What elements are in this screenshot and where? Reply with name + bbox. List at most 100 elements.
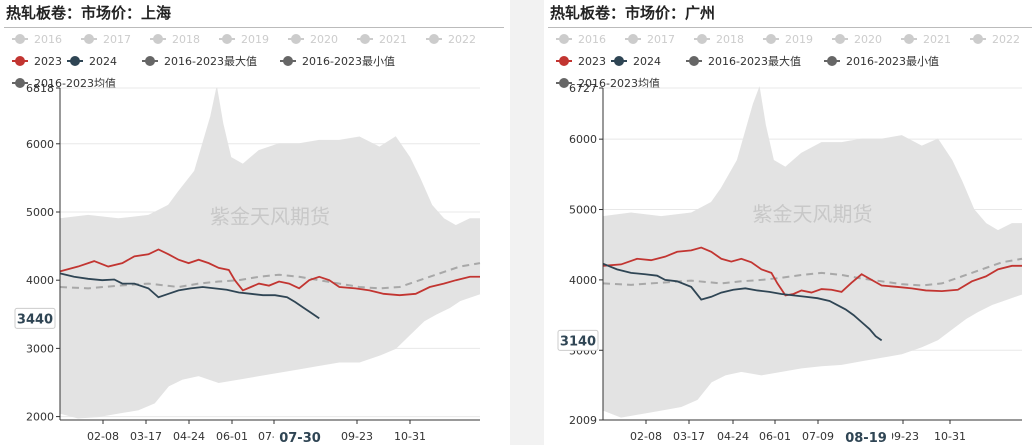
chart-title: 热轧板卷：市场价：广州 [550, 4, 716, 22]
legend-marker [291, 34, 301, 44]
legend-item-2023[interactable]: 2023 [556, 55, 606, 68]
legend-item-2020[interactable]: 2020 [832, 33, 882, 46]
y-tick-label: 6000 [569, 133, 597, 146]
legend-marker [70, 56, 80, 66]
y-tick-label: 6818 [26, 82, 54, 95]
legend-label: 2017 [647, 33, 675, 46]
legend-label: 2023 [34, 55, 62, 68]
title-rule [548, 27, 1032, 28]
y-tick-label: 4000 [26, 274, 54, 287]
legend-label: 2022 [448, 33, 476, 46]
last-date-text: 07-30 [279, 431, 321, 445]
watermark: 紫金天风期货 [753, 202, 873, 226]
legend-marker [904, 34, 914, 44]
legend-label: 2016 [578, 33, 606, 46]
legend-item-2018[interactable]: 2018 [150, 33, 200, 46]
chart-svg-shanghai[interactable]: 2016 2017 2018 2019 2020 2021 2022 2023 2024 2016… [0, 0, 510, 445]
legend-item-2016-2023最小值[interactable]: 2016-2023最小值 [280, 55, 395, 68]
legend-item-2017[interactable]: 2017 [81, 33, 131, 46]
x-tick-label: 04-24 [173, 430, 205, 443]
legend-item-2018[interactable]: 2018 [694, 33, 744, 46]
y-tick-label: 3000 [26, 342, 54, 355]
last-value-label: 3140 [557, 329, 599, 351]
legend-label: 2024 [633, 55, 661, 68]
legend-marker [614, 56, 624, 66]
series-line-2024 [602, 262, 883, 342]
legend-item-2024[interactable]: 2024 [611, 55, 661, 68]
legend-item-2016-2023最小值[interactable]: 2016-2023最小值 [824, 55, 939, 68]
legend-item-2016-2023均值[interactable]: 2016-2023均值 [556, 77, 660, 90]
legend-item-2020[interactable]: 2020 [288, 33, 338, 46]
legend-item-2016-2023均值[interactable]: 2016-2023均值 [12, 77, 116, 90]
last-value-bg [557, 329, 599, 351]
legend-label: 2016-2023均值 [578, 77, 660, 90]
x-tick-label: 06-01 [759, 430, 791, 443]
x-tick-label: 03-17 [130, 430, 162, 443]
legend-item-2023[interactable]: 2023 [12, 55, 62, 68]
legend-label: 2016-2023最小值 [302, 55, 395, 68]
legend-marker [429, 34, 439, 44]
x-tick-label: 02-08 [630, 430, 662, 443]
legend: 2016 2017 2018 2019 2020 2021 2022 2023 2024 2016… [556, 33, 1020, 90]
y-tick-label: 2009 [569, 414, 597, 427]
legend-item-2016[interactable]: 2016 [12, 33, 62, 46]
legend-label: 2023 [578, 55, 606, 68]
legend-item-2022[interactable]: 2022 [426, 33, 476, 46]
panel-gap [510, 0, 544, 445]
y-tick-label: 4000 [569, 274, 597, 287]
legend-label: 2020 [854, 33, 882, 46]
legend-marker [559, 78, 569, 88]
series-line-2016-2023最小值 [59, 293, 481, 419]
legend-item-2016[interactable]: 2016 [556, 33, 606, 46]
legend-item-2022[interactable]: 2022 [970, 33, 1020, 46]
last-date-bg [840, 426, 892, 445]
legend-marker [559, 34, 569, 44]
chart-title: 热轧板卷：市场价：上海 [6, 4, 172, 22]
legend-marker [283, 56, 293, 66]
series-line-2016-2023最大值 [602, 86, 1022, 232]
x-tick-label: 02-08 [87, 430, 119, 443]
legend-item-2024[interactable]: 2024 [67, 55, 117, 68]
legend-item-2016-2023最大值[interactable]: 2016-2023最大值 [142, 54, 257, 68]
last-date-label: 08-19 [840, 426, 892, 445]
watermark: 紫金天风期货 [210, 204, 330, 228]
x-tick-label: 10-31 [394, 430, 426, 443]
minmax-band [603, 88, 1022, 418]
x-tick-label: 09-23 [341, 430, 373, 443]
legend-marker [628, 34, 638, 44]
legend-label: 2018 [716, 33, 744, 46]
series-line-2016-2023最大值 [59, 87, 480, 227]
legend-label: 2024 [89, 55, 117, 68]
series-line-2016-2023均值 [602, 257, 1023, 287]
x-tick-label: 03-17 [673, 430, 705, 443]
x-tick-label: 09-23 [887, 430, 919, 443]
legend-label: 2017 [103, 33, 131, 46]
legend-label: 2016-2023最大值 [164, 54, 257, 68]
x-tick-label: 04-24 [717, 430, 749, 443]
legend-marker [222, 34, 232, 44]
series-line-2016-2023均值 [59, 262, 481, 290]
legend-item-2016-2023最大值[interactable]: 2016-2023最大值 [686, 54, 801, 68]
legend-item-2019[interactable]: 2019 [219, 33, 269, 46]
legend-item-2017[interactable]: 2017 [625, 33, 675, 46]
legend-marker [697, 34, 707, 44]
legend-marker [84, 34, 94, 44]
chart-svg-guangzhou[interactable]: 2016 2017 2018 2019 2020 2021 2022 2023 2024 2016… [544, 0, 1036, 445]
legend-label: 2016-2023均值 [34, 77, 116, 90]
chart-panel-guangzhou: 热轧板卷：市场价：广州 2016 2017 2018 2019 2020 2021 2022… [544, 0, 1036, 445]
title-rule [4, 27, 504, 28]
y-tick-label: 6000 [26, 138, 54, 151]
legend-label: 2018 [172, 33, 200, 46]
legend-marker [835, 34, 845, 44]
legend-marker [15, 78, 25, 88]
legend-marker [973, 34, 983, 44]
legend-item-2021[interactable]: 2021 [901, 33, 951, 46]
legend-item-2021[interactable]: 2021 [357, 33, 407, 46]
legend-item-2019[interactable]: 2019 [763, 33, 813, 46]
chart-panel-shanghai: 热轧板卷：市场价：上海 2016 2017 2018 2019 2020 2021 2022… [0, 0, 510, 445]
x-tick-label: 10-31 [934, 430, 966, 443]
last-value-bg [14, 307, 56, 329]
last-date-bg [274, 426, 326, 445]
legend-label: 2020 [310, 33, 338, 46]
series-line-2016-2023最小值 [602, 293, 1023, 418]
